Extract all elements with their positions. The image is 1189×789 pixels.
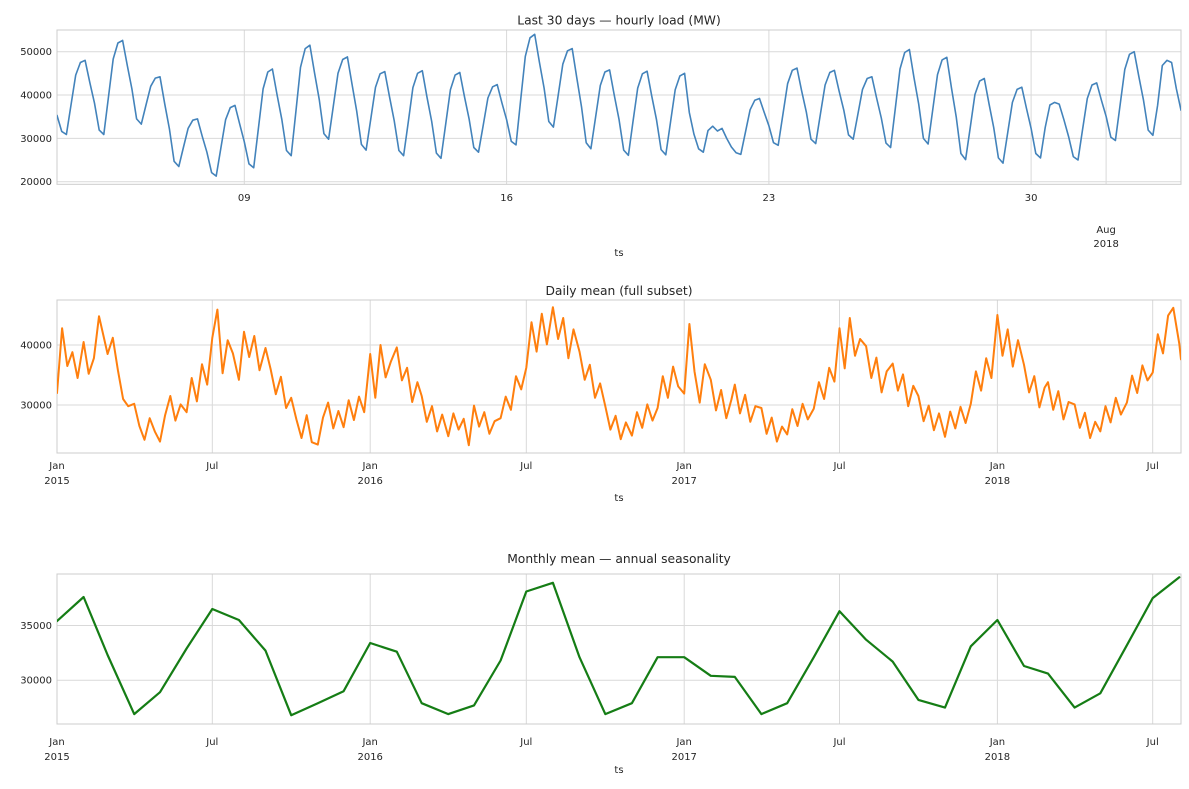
axes-frame-monthly bbox=[56, 573, 1182, 725]
chart-monthly-mean: Monthly mean — annual seasonality Jan 201… bbox=[20, 552, 1182, 776]
x-tick-label: Jan bbox=[675, 737, 691, 748]
x-tick-label: Jul bbox=[519, 737, 532, 748]
x-tick-label: 30 bbox=[1025, 193, 1038, 204]
x-tick-label: Jul bbox=[832, 737, 845, 748]
x-tick-year-label: 2017 bbox=[671, 752, 696, 763]
axes-frame-daily bbox=[56, 299, 1182, 454]
x-tick-year-label: 2018 bbox=[985, 476, 1010, 487]
y-tick-label: 30000 bbox=[20, 134, 52, 145]
gridlines-monthly bbox=[56, 574, 1181, 724]
x-tick-year-label: 2016 bbox=[357, 476, 382, 487]
x-tick-label: Jul bbox=[519, 461, 532, 472]
x-tick-label: Jul bbox=[1146, 461, 1159, 472]
x-tick-label: Jul bbox=[205, 461, 218, 472]
x-tick-label: 09 bbox=[238, 193, 251, 204]
x-tick-label: Jan bbox=[361, 737, 377, 748]
x-axis-label-hourly: ts bbox=[614, 248, 623, 259]
x-tick-label: Jul bbox=[205, 737, 218, 748]
x-tick-year-label: 2018 bbox=[985, 752, 1010, 763]
chart-title-monthly: Monthly mean — annual seasonality bbox=[507, 552, 731, 566]
y-tick-label: 30000 bbox=[20, 676, 52, 687]
daily-mean-line bbox=[57, 306, 1181, 447]
y-tick-label: 40000 bbox=[20, 91, 52, 102]
x-tick-label: Jan bbox=[48, 461, 64, 472]
x-tick-year-label: 2015 bbox=[44, 752, 69, 763]
x-tick-label: Jul bbox=[832, 461, 845, 472]
x-tick-label: Jan bbox=[675, 461, 691, 472]
x-tick-year-label: 2016 bbox=[357, 752, 382, 763]
hourly-load-line bbox=[57, 33, 1181, 177]
x-tick-label: Jan bbox=[989, 461, 1005, 472]
x-tick-label: Jan bbox=[361, 461, 377, 472]
x-tick-label: Jan bbox=[989, 737, 1005, 748]
x-tick-label: 16 bbox=[500, 193, 513, 204]
chart-daily-mean: Daily mean (full subset) Jan 2015 Jul Jan 20… bbox=[20, 284, 1182, 504]
chart-title-hourly: Last 30 days — hourly load (MW) bbox=[517, 14, 721, 28]
x-tick-label: Jan bbox=[48, 737, 64, 748]
x-tick-year-label: 2015 bbox=[44, 476, 69, 487]
x-tick-year-label: 2017 bbox=[671, 476, 696, 487]
y-tick-label: 35000 bbox=[20, 621, 52, 632]
x-axis-label-daily: ts bbox=[614, 493, 623, 504]
y-tick-label: 20000 bbox=[20, 177, 52, 188]
y-tick-label: 30000 bbox=[20, 401, 52, 412]
x-tick-label: 23 bbox=[763, 193, 776, 204]
x-tick-label: Jul bbox=[1146, 737, 1159, 748]
tick-labels-monthly: Jan 2015 Jul Jan 2016 Jul Jan 2017 Jul Jan 2018 Jul… bbox=[20, 621, 1159, 763]
y-tick-label: 40000 bbox=[20, 341, 52, 352]
x-tick-year-label: 2018 bbox=[1093, 239, 1118, 250]
y-tick-label: 50000 bbox=[20, 47, 52, 58]
chart-title-daily: Daily mean (full subset) bbox=[545, 284, 692, 298]
tick-labels-daily: Jan 2015 Jul Jan 2016 Jul Jan 2017 Jul Jan 2018 Jul… bbox=[20, 341, 1159, 488]
gridlines-hourly bbox=[57, 30, 1181, 185]
x-tick-label: Aug bbox=[1096, 225, 1116, 236]
tick-labels-hourly: 09 16 23 30 Aug 2018 20000 30000 40000 50000 bbox=[20, 47, 1119, 250]
monthly-mean-line bbox=[57, 576, 1181, 717]
x-axis-label-monthly: ts bbox=[614, 765, 623, 776]
chart-hourly-load: Last 30 days — hourly load (MW) 09 16 23 30… bbox=[20, 14, 1182, 259]
